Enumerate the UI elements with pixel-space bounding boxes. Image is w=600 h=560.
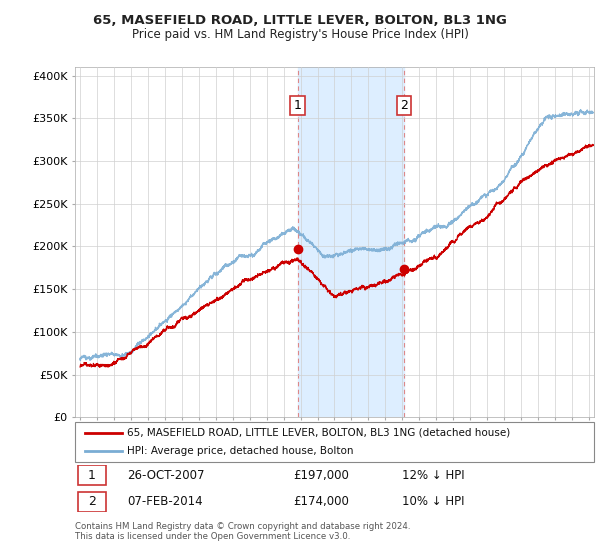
Text: 26-OCT-2007: 26-OCT-2007 bbox=[127, 469, 205, 482]
Text: 2: 2 bbox=[400, 99, 407, 112]
Text: Contains HM Land Registry data © Crown copyright and database right 2024.
This d: Contains HM Land Registry data © Crown c… bbox=[75, 522, 410, 542]
Bar bbox=[298, 67, 404, 417]
Text: 10% ↓ HPI: 10% ↓ HPI bbox=[402, 496, 464, 508]
Text: 12% ↓ HPI: 12% ↓ HPI bbox=[402, 469, 464, 482]
Text: 1: 1 bbox=[88, 469, 96, 482]
FancyBboxPatch shape bbox=[77, 492, 106, 512]
Text: 1: 1 bbox=[293, 99, 301, 112]
FancyBboxPatch shape bbox=[75, 422, 594, 462]
Text: Price paid vs. HM Land Registry's House Price Index (HPI): Price paid vs. HM Land Registry's House … bbox=[131, 28, 469, 41]
Text: 07-FEB-2014: 07-FEB-2014 bbox=[127, 496, 203, 508]
FancyBboxPatch shape bbox=[77, 465, 106, 486]
Text: 65, MASEFIELD ROAD, LITTLE LEVER, BOLTON, BL3 1NG: 65, MASEFIELD ROAD, LITTLE LEVER, BOLTON… bbox=[93, 14, 507, 27]
Text: £197,000: £197,000 bbox=[293, 469, 349, 482]
Text: 2: 2 bbox=[88, 496, 96, 508]
Text: 65, MASEFIELD ROAD, LITTLE LEVER, BOLTON, BL3 1NG (detached house): 65, MASEFIELD ROAD, LITTLE LEVER, BOLTON… bbox=[127, 428, 510, 437]
Text: £174,000: £174,000 bbox=[293, 496, 349, 508]
Text: HPI: Average price, detached house, Bolton: HPI: Average price, detached house, Bolt… bbox=[127, 446, 353, 456]
